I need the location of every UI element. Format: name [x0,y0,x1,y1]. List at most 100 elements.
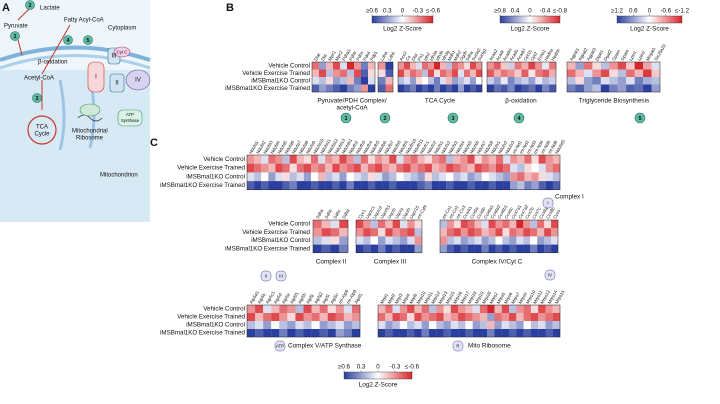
heatmap-cell [583,84,593,93]
heatmap-cell [600,84,610,93]
gene-label: Mogat1 [645,46,657,62]
heatmap-cell [481,236,489,245]
heatmap-cell [535,62,543,70]
step-badge-label: 1 [344,116,347,122]
heatmap-cell [450,305,459,314]
heatmap-cell [428,84,435,93]
heatmap-cell [421,329,430,338]
colorbar [616,15,683,24]
gene-label: Ndufv3 [504,140,516,155]
heatmap-cell [403,163,411,173]
heatmap-cell [434,69,441,78]
heatmap-cell [353,172,361,182]
heatmap-cell [479,329,488,338]
heatmap-cell [453,155,461,164]
heatmap-cell [279,329,288,338]
heatmap-cell [549,84,557,93]
heatmap-cell [303,163,312,173]
heatmap-cell [440,84,447,93]
heatmap-cell [346,155,354,164]
heatmap-cell [399,305,408,314]
heatmap-cell [392,313,400,322]
gene-label: Uqcrc1 [365,205,377,220]
heatmap-cell [509,313,517,322]
heatmap-cell [385,236,393,245]
heatmap-cell [583,77,593,85]
heatmap-cell [326,77,334,85]
heatmap-cell [385,84,394,93]
gene-label: Mrps12 [539,289,551,305]
row-label: iMSBmal1KO Exercise Trained [225,245,310,252]
heatmap-frame [397,61,483,93]
heatmap-cell [363,220,371,229]
heatmap-cell [501,321,510,330]
heatmap-cell [254,181,262,190]
heatmap-cell [343,329,353,338]
heatmap-cell [346,172,354,182]
metabolite: Lactate [40,6,60,12]
heatmap-cell [428,329,437,338]
gene-label: Cyc1 [357,208,367,220]
heatmap-cell [467,228,475,237]
heatmap-cell [282,172,290,182]
heatmap-cell [502,236,510,245]
gene-label: Ndufa2 [255,139,267,154]
heatmap-cell [261,181,269,190]
heatmap-cell [396,172,404,182]
heatmap-cell [407,228,415,237]
heatmap-cell [325,163,333,173]
colorbar-tick-label: 0.3 [383,8,392,15]
heatmap-cell [255,305,264,314]
heatmap-cell [538,155,546,164]
heatmap-cell [247,313,256,322]
gene-label: mt-Co2 [448,204,460,219]
heatmap-cell [354,84,362,93]
gene-label: mt-Nd5 [540,139,552,154]
heatmap-cell [271,313,280,322]
heatmap-cell [424,181,433,190]
heatmap-cell [410,163,418,173]
heatmap-cell [410,181,418,190]
heatmap-cell [351,313,361,322]
gene-label: Cpt1b [522,48,532,61]
gene-label: Ndufs2 [440,140,452,155]
heatmap-cell [424,172,433,182]
heatmap-cell [392,321,400,330]
gene-label: Idh2 [423,51,432,61]
gene-label: Ndufb9 [397,139,409,154]
pathway: β-oxidation [38,60,67,66]
heatmap-cell [330,228,340,237]
heatmap-frame [312,219,349,254]
heatmap-cell [247,181,255,190]
heatmap-cell [552,172,561,182]
gene-label: Mrpl17 [459,290,470,305]
gene-label: Dlst [411,52,420,62]
gene-label: Atpif1 [354,292,364,305]
heatmap-cell [651,62,661,70]
heatmap-cell [282,155,290,164]
heatmap-cell [353,181,361,190]
heatmap-cell [493,69,501,78]
heatmap-cell [643,69,652,78]
heatmap-cell [481,220,489,229]
heatmap-cell [385,244,393,253]
heatmap-cell [503,163,511,173]
heatmap-cell [465,313,473,322]
complex-icon [544,269,556,281]
gene-label: Mrpl4 [401,292,411,304]
heatmap-cell [495,244,503,253]
gene-label: Ndufc1 [419,140,431,155]
gene-label: Hadhb [550,47,561,61]
heatmap-frame [246,154,561,191]
gene-label: Ndufb3 [355,139,367,154]
heatmap-cell [354,77,362,85]
heatmap-cell [319,62,327,70]
step-badge [25,0,35,10]
heatmap-cell [282,181,290,190]
heatmap-cell [517,172,525,182]
heatmap-cell [516,244,524,253]
heatmap-cell [552,305,561,314]
heatmap-cell [488,228,496,237]
step-badge [63,35,73,45]
gene-label: Ndufc2 [426,140,438,155]
